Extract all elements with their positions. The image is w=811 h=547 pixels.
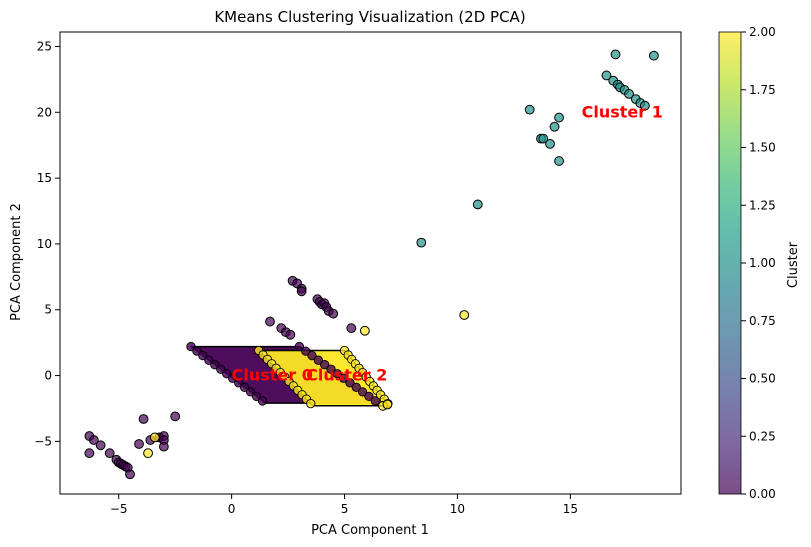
scatter-point-cluster-0 xyxy=(88,435,99,445)
dense-edge-point xyxy=(345,378,355,388)
scatter-point-cluster-0 xyxy=(285,329,296,340)
scatter-point-cluster-0 xyxy=(265,316,275,327)
dense-edge-point xyxy=(364,391,374,402)
colorbar-tick-label: 2.00 xyxy=(749,25,776,39)
x-axis-ticks: −5 0 5 10 15 xyxy=(110,494,578,516)
scatter-point-cluster-1 xyxy=(416,237,427,248)
colorbar-tick-label: 0.75 xyxy=(749,314,776,328)
x-axis-label: PCA Component 1 xyxy=(311,523,429,538)
scatter-point-cluster-1 xyxy=(639,100,650,111)
scatter-point-cluster-0 xyxy=(158,441,169,452)
y-tick-label: 0 xyxy=(44,369,52,383)
colorbar-ticks: 0.00 0.25 0.50 0.75 1.00 1.25 1.50 1.75 2.00 xyxy=(741,25,776,501)
colorbar-tick-label: 1.25 xyxy=(749,198,776,212)
scatter-point-cluster-1 xyxy=(554,112,564,123)
scatter-point-cluster-1 xyxy=(649,50,659,61)
y-tick-label: 5 xyxy=(44,303,52,317)
colorbar-tick-label: 0.50 xyxy=(749,372,776,386)
dense-edge-point xyxy=(370,396,380,406)
scatter-point-cluster-1 xyxy=(549,121,560,132)
scatter-point-cluster-0 xyxy=(346,323,357,334)
y-tick-label: −5 xyxy=(34,434,52,448)
x-tick-label: 5 xyxy=(341,502,349,516)
colorbar-tick-label: 0.25 xyxy=(749,429,776,443)
cluster-annotations: Cluster 0 Cluster 1 Cluster 2 xyxy=(232,102,663,384)
plot-area-frame xyxy=(59,31,682,495)
x-tick-label: 0 xyxy=(228,502,236,516)
scatter-point-cluster-0 xyxy=(296,286,307,297)
colorbar-label: Cluster xyxy=(786,241,801,288)
colorbar-gradient xyxy=(718,31,742,495)
scatter-point-cluster-1 xyxy=(524,104,535,115)
dense-edge-point xyxy=(307,350,317,361)
scatter-point-cluster-0 xyxy=(95,440,106,451)
cluster-annotation-1: Cluster 1 xyxy=(582,102,663,121)
scatter-point-cluster-0 xyxy=(104,448,115,459)
x-tick-label: −5 xyxy=(110,502,128,516)
x-tick-label: 10 xyxy=(450,502,465,516)
scatter-point-cluster-1 xyxy=(624,88,634,99)
scatter-point-cluster-0 xyxy=(125,469,135,480)
dense-edge-point xyxy=(294,341,305,352)
scatter-points xyxy=(84,49,659,480)
colorbar-tick-label: 0.00 xyxy=(749,487,776,501)
dense-point-regions xyxy=(186,341,393,409)
cluster-annotation-2: Cluster 2 xyxy=(306,366,387,385)
y-tick-label: 10 xyxy=(37,237,52,251)
colorbar-tick-label: 1.50 xyxy=(749,141,776,155)
scatter-point-cluster-0 xyxy=(84,448,95,459)
scatter-point-cluster-0 xyxy=(138,414,149,424)
dense-edge-point xyxy=(351,382,361,392)
dense-edge-point xyxy=(357,387,368,397)
chart-title: KMeans Clustering Visualization (2D PCA) xyxy=(214,8,525,26)
scatter-point-cluster-1 xyxy=(472,199,483,210)
scatter-point-cluster-2 xyxy=(359,325,370,336)
dense-edge-point xyxy=(306,398,316,409)
scatter-point-cluster-0 xyxy=(328,308,339,319)
dense-edge-point xyxy=(326,364,336,374)
colorbar: 0.00 0.25 0.50 0.75 1.00 1.25 1.50 1.75 2.00 Clu… xyxy=(718,25,801,501)
dense-edge-point xyxy=(257,396,268,406)
scatter-point-cluster-1 xyxy=(601,70,612,81)
scatter-point-cluster-1 xyxy=(554,156,564,166)
scatter-point-cluster-0 xyxy=(170,411,181,422)
dense-edge-point xyxy=(332,369,342,379)
scatter-point-cluster-2 xyxy=(382,399,393,410)
scatter-point-cluster-2 xyxy=(459,310,470,320)
y-axis-label: PCA Component 2 xyxy=(9,203,24,321)
scatter-point-cluster-1 xyxy=(545,138,555,149)
y-tick-label: 15 xyxy=(37,171,52,185)
dense-edge-point xyxy=(338,373,349,383)
y-tick-label: 25 xyxy=(37,39,52,53)
scatter-point-cluster-2 xyxy=(143,448,153,459)
x-tick-label: 15 xyxy=(563,502,578,516)
dense-edge-point xyxy=(301,346,311,356)
colorbar-tick-label: 1.00 xyxy=(749,256,776,270)
cluster-annotation-0: Cluster 0 xyxy=(232,366,313,385)
dense-edge-point xyxy=(313,355,323,365)
y-axis-ticks: −5 0 5 10 15 20 25 xyxy=(34,39,60,448)
dense-edge-point xyxy=(320,360,330,370)
scatter-point-cluster-2 xyxy=(149,432,160,443)
scatter-point-cluster-1 xyxy=(610,49,621,60)
scatter-point-cluster-0 xyxy=(134,439,144,449)
y-tick-label: 20 xyxy=(37,105,52,119)
colorbar-tick-label: 1.75 xyxy=(749,83,776,97)
scatter-point-cluster-1 xyxy=(538,133,549,144)
